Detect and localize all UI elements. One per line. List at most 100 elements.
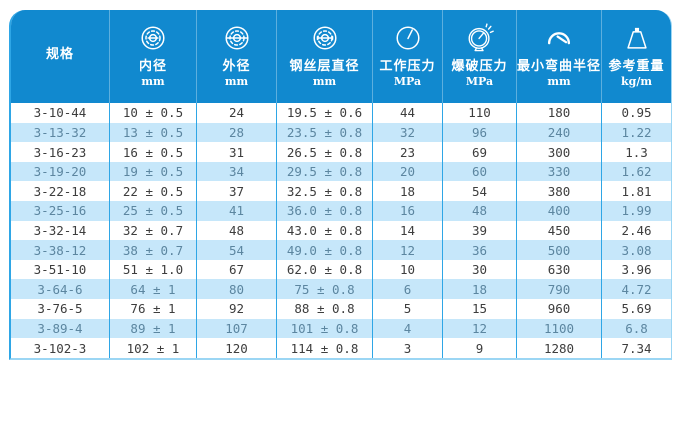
table-cell: 69 <box>443 142 517 162</box>
column-label: 外径 <box>222 59 251 74</box>
header-cell-2: 内径 mm <box>110 10 197 103</box>
inner-diameter-icon <box>138 20 168 56</box>
table-cell: 330 <box>517 161 602 182</box>
table-row: 3-22-18 22 ± 0.5 37 32.5 ± 0.8 18 54 380 1.81 <box>11 181 671 202</box>
column-label: 钢丝层直径 <box>289 59 360 74</box>
spec-cell: 3-64-6 <box>11 279 110 300</box>
table-cell: 76 ± 1 <box>110 299 197 319</box>
table-row: 3-25-16 25 ± 0.5 41 36.0 ± 0.8 16 48 400 1.99 <box>11 201 671 221</box>
table-row: 3-13-32 13 ± 0.5 28 23.5 ± 0.8 32 96 240 1.22 <box>11 122 671 143</box>
table-cell: 2.46 <box>621 222 652 238</box>
table-header: 规格 内径 mm 外径 mm 钢丝层直径 mm 工作压力 MPa 爆破压力 MPa 最小弯曲半径 mm 参… <box>11 10 671 103</box>
header-cell-1: 规格 <box>11 10 110 103</box>
spec-cell: 3-51-10 <box>11 259 110 280</box>
table-cell: 80 <box>197 279 277 300</box>
table-cell: 10 <box>373 259 443 280</box>
table-cell: 19.5 ± 0.6 <box>277 103 373 123</box>
header-cell-5: 工作压力 MPa <box>373 10 443 103</box>
column-unit: MPa <box>393 75 422 88</box>
table-cell: 36.0 ± 0.8 <box>277 201 373 221</box>
spec-cell: 3-89-4 <box>11 318 110 339</box>
table-cell: 32 <box>373 122 443 143</box>
table-cell: 31 <box>197 142 277 162</box>
table-cell: 240 <box>517 122 602 143</box>
table-cell: 6.8 <box>625 321 648 336</box>
table-row: 3-10-44 10 ± 0.5 24 19.5 ± 0.6 44 110 180 0.95 <box>11 103 671 123</box>
table-cell: 6 <box>373 279 443 300</box>
column-unit: MPa <box>465 75 494 88</box>
column-unit: mm <box>312 75 337 88</box>
table-cell: 18 <box>443 279 517 300</box>
table-cell: 3.96 <box>621 262 652 278</box>
table-cell: 107 <box>197 318 277 339</box>
table-cell: 1.22 <box>621 124 652 140</box>
table-row: 3-64-6 64 ± 1 80 75 ± 0.8 6 18 790 4.72 <box>11 279 671 300</box>
table-cell: 54 <box>197 240 277 260</box>
table-cell: 7.34 <box>621 340 652 356</box>
spec-cell: 3-13-32 <box>11 122 110 143</box>
table-cell: 1280 <box>517 338 602 358</box>
table-cell: 22 ± 0.5 <box>110 181 197 202</box>
spec-cell: 3-76-5 <box>11 299 110 319</box>
working-pressure-gauge-icon <box>393 20 423 56</box>
table-row: 3-51-10 51 ± 1.0 67 62.0 ± 0.8 10 30 630 3.96 <box>11 259 671 280</box>
table-cell: 1100 <box>517 318 602 339</box>
table-body: 3-10-44 10 ± 0.5 24 19.5 ± 0.6 44 110 180 0.95 3… <box>11 103 671 358</box>
table-cell: 450 <box>517 220 602 241</box>
table-cell: 10 ± 0.5 <box>110 103 197 123</box>
table-cell: 39 <box>443 220 517 241</box>
table-cell: 25 ± 0.5 <box>110 201 197 221</box>
header-cell-6: 爆破压力 MPa <box>443 10 517 103</box>
table-cell: 4 <box>373 318 443 339</box>
table-cell: 180 <box>517 103 602 123</box>
outer-diameter-icon <box>222 20 252 56</box>
table-cell: 5.69 <box>621 301 652 317</box>
table-cell: 43.0 ± 0.8 <box>277 220 373 241</box>
table-cell: 9 <box>443 338 517 358</box>
table-cell: 101 ± 0.8 <box>277 318 373 339</box>
table-cell: 16 <box>373 201 443 221</box>
spec-cell: 3-38-12 <box>11 240 110 260</box>
table-cell: 23 <box>373 142 443 162</box>
header-cell-3: 外径 mm <box>197 10 277 103</box>
table-cell: 500 <box>517 240 602 260</box>
table-row: 3-16-23 16 ± 0.5 31 26.5 ± 0.8 23 69 300 1.3 <box>11 142 671 162</box>
bend-radius-arc-icon <box>544 20 574 56</box>
column-label: 最小弯曲半径 <box>517 59 602 74</box>
table-cell: 114 ± 0.8 <box>277 338 373 358</box>
table-cell: 54 <box>443 181 517 202</box>
table-cell: 67 <box>197 259 277 280</box>
table-row: 3-89-4 89 ± 1 107 101 ± 0.8 4 12 1100 6.8 <box>11 318 671 339</box>
table-cell: 48 <box>443 201 517 221</box>
table-cell: 60 <box>443 161 517 182</box>
table-cell: 0.95 <box>621 105 652 121</box>
table-cell: 1.62 <box>621 164 652 180</box>
table-cell: 23.5 ± 0.8 <box>277 122 373 143</box>
table-cell: 790 <box>517 279 602 300</box>
table-row: 3-19-20 19 ± 0.5 34 29.5 ± 0.8 20 60 330 1.62 <box>11 161 671 182</box>
table-cell: 64 ± 1 <box>110 279 197 300</box>
table-cell: 960 <box>517 299 602 319</box>
table-cell: 12 <box>373 240 443 260</box>
table-cell: 51 ± 1.0 <box>110 259 197 280</box>
table-cell: 28 <box>197 122 277 143</box>
table-cell: 19 ± 0.5 <box>110 161 197 182</box>
wire-layer-diameter-icon <box>310 20 340 56</box>
table-cell: 300 <box>517 142 602 162</box>
table-cell: 48 <box>197 220 277 241</box>
column-label: 爆破压力 <box>451 59 508 74</box>
table-cell: 38 ± 0.7 <box>110 240 197 260</box>
table-cell: 36 <box>443 240 517 260</box>
table-cell: 30 <box>443 259 517 280</box>
table-cell: 75 ± 0.8 <box>277 279 373 300</box>
table-cell: 400 <box>517 201 602 221</box>
table-cell: 1.3 <box>625 144 648 160</box>
table-cell: 18 <box>373 181 443 202</box>
table-cell: 14 <box>373 220 443 241</box>
spec-cell: 3-19-20 <box>11 161 110 182</box>
table-cell: 5 <box>373 299 443 319</box>
table-row: 3-76-5 76 ± 1 92 88 ± 0.8 5 15 960 5.69 <box>11 299 671 319</box>
table-cell: 1.99 <box>621 203 652 219</box>
header-cell-7: 最小弯曲半径 mm <box>517 10 602 103</box>
